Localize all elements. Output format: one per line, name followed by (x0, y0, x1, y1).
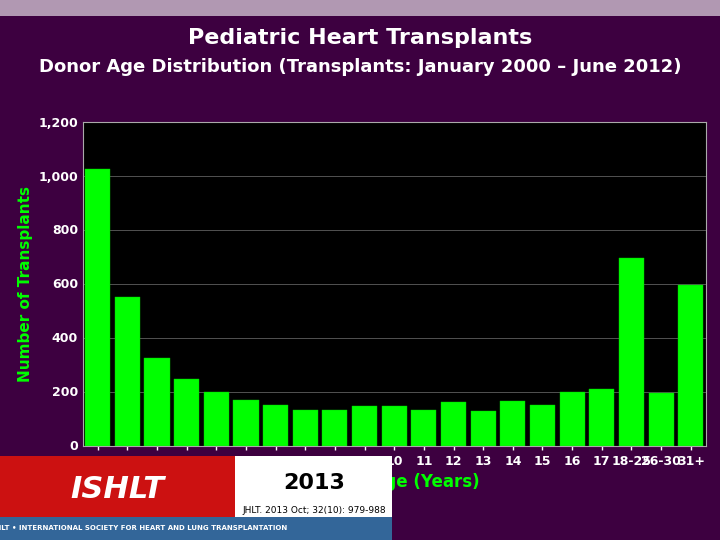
Bar (589, 389, 614, 446)
Text: ISHLT: ISHLT (71, 475, 165, 504)
Bar (559, 392, 585, 445)
Bar (530, 405, 555, 446)
Text: JHLT. 2013 Oct; 32(10): 979-988: JHLT. 2013 Oct; 32(10): 979-988 (242, 506, 386, 515)
Text: Donor Age Distribution (Transplants: January 2000 – June 2012): Donor Age Distribution (Transplants: Jan… (39, 58, 681, 77)
Bar (411, 410, 436, 445)
Bar (352, 406, 377, 446)
X-axis label: Donor Age (Years): Donor Age (Years) (309, 473, 480, 491)
Bar (85, 169, 110, 446)
Bar (649, 393, 674, 446)
Bar (382, 406, 407, 446)
Bar (292, 409, 318, 445)
Bar (174, 379, 199, 445)
Bar (619, 258, 644, 446)
Bar (204, 392, 229, 445)
Bar (323, 410, 348, 445)
Bar (441, 402, 466, 446)
Bar (114, 297, 140, 445)
Bar (471, 411, 496, 446)
Bar (678, 285, 703, 446)
Y-axis label: Number of Transplants: Number of Transplants (17, 186, 32, 381)
Text: 2013: 2013 (283, 473, 345, 493)
Bar (233, 400, 258, 446)
Bar (144, 357, 169, 446)
Bar (263, 405, 288, 446)
Text: ISHLT • INTERNATIONAL SOCIETY FOR HEART AND LUNG TRANSPLANTATION: ISHLT • INTERNATIONAL SOCIETY FOR HEART … (0, 525, 287, 531)
Text: Pediatric Heart Transplants: Pediatric Heart Transplants (188, 28, 532, 48)
Bar (500, 401, 526, 446)
